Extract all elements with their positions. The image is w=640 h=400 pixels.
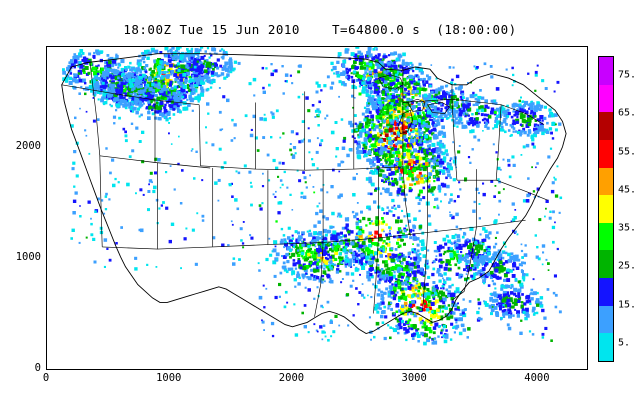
- map-outline: [402, 166, 411, 236]
- map-outline: [463, 226, 477, 292]
- colorbar-segment: [599, 112, 613, 140]
- map-outline: [373, 237, 379, 314]
- plot-area: [46, 46, 588, 370]
- x-tick-label: 0: [42, 372, 50, 384]
- chart-title: 18:00Z Tue 15 Jun 2010 T=64800.0 s (18:0…: [123, 22, 517, 37]
- colorbar-segment: [599, 167, 613, 196]
- colorbar-tick-label: 65.: [618, 107, 637, 119]
- colorbar-segment: [599, 278, 613, 306]
- y-tick-label: 0: [34, 362, 41, 374]
- colorbar-tick-label: 5.: [618, 337, 631, 349]
- colorbar-segment: [599, 250, 613, 278]
- map-outline: [422, 232, 428, 312]
- map-and-data-layer: [61, 47, 567, 346]
- y-tick-label: 1000: [15, 250, 41, 263]
- map-outline: [451, 291, 465, 301]
- map-outline: [99, 155, 103, 247]
- map-outline: [377, 74, 404, 90]
- colorbar-tick-label: 75.: [618, 69, 637, 81]
- colorbar-labels: 5. 15. 25. 35. 45. 55. 65. 75.: [616, 56, 640, 362]
- map-outline: [451, 99, 458, 181]
- colorbar-segment: [599, 84, 613, 113]
- map-outline: [304, 166, 403, 171]
- colorbar-segment: [599, 222, 613, 251]
- map-outline: [426, 102, 450, 114]
- colorbar-tick-label: 25.: [618, 260, 637, 272]
- colorbar-segment: [599, 305, 613, 334]
- colorbar-tick-label: 35.: [618, 222, 637, 234]
- x-tick-label: 4000: [524, 372, 550, 384]
- map-outline: [495, 104, 502, 181]
- colorbar-segment: [599, 57, 613, 85]
- colorbar: [598, 56, 614, 362]
- colorbar-segment: [599, 195, 613, 223]
- y-axis: 0 1000 2000: [0, 46, 46, 374]
- x-tick-label: 2000: [278, 372, 305, 384]
- colorbar-tick-label: 45.: [618, 184, 637, 196]
- x-axis: 0 1000 2000 3000 4000: [42, 372, 586, 388]
- map-outline: [397, 109, 414, 134]
- map-outline: [198, 104, 201, 166]
- reflectivity-field: [62, 47, 563, 346]
- map-outline: [61, 84, 200, 106]
- map-outline: [496, 179, 548, 201]
- map-outline: [500, 104, 545, 125]
- x-tick-label: 1000: [156, 372, 182, 384]
- colorbar-segment: [599, 139, 613, 168]
- y-tick-label: 2000: [15, 139, 41, 152]
- map-outline: [314, 242, 324, 317]
- colorbar-segment: [599, 333, 613, 361]
- x-tick-label: 3000: [401, 372, 427, 384]
- map-outline: [200, 165, 305, 171]
- colorbar-tick-label: 55.: [618, 146, 637, 158]
- map-outline: [61, 53, 567, 334]
- colorbar-tick-label: 15.: [618, 299, 637, 311]
- map-outline: [407, 98, 426, 112]
- map-outline: [89, 62, 101, 156]
